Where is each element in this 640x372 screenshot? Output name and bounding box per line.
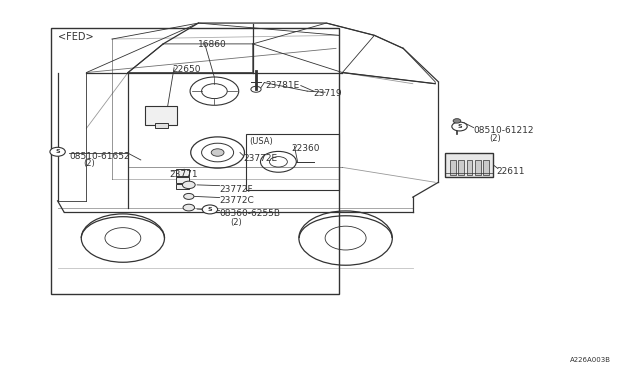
- Bar: [155, 123, 168, 128]
- Text: S: S: [55, 149, 60, 154]
- Bar: [176, 177, 189, 183]
- Bar: [467, 160, 472, 175]
- Text: 23772E: 23772E: [243, 154, 277, 163]
- Text: 23781E: 23781E: [266, 81, 300, 90]
- Circle shape: [50, 147, 65, 156]
- Bar: [475, 160, 481, 175]
- Text: (2): (2): [490, 134, 501, 143]
- Text: 23772C: 23772C: [220, 196, 254, 205]
- Bar: [458, 160, 464, 175]
- Circle shape: [211, 149, 224, 156]
- Text: 23771: 23771: [170, 170, 198, 179]
- Bar: [483, 160, 489, 175]
- Text: (2): (2): [230, 218, 242, 227]
- Text: 16860: 16860: [198, 40, 227, 49]
- Text: (USA): (USA): [250, 137, 273, 146]
- Text: 22650: 22650: [173, 65, 202, 74]
- Bar: [176, 169, 189, 176]
- Circle shape: [184, 193, 194, 199]
- Text: 22360: 22360: [292, 144, 321, 153]
- Bar: [51, 28, 339, 294]
- Circle shape: [182, 181, 195, 189]
- Text: 08360-6255B: 08360-6255B: [220, 209, 280, 218]
- Text: 22611: 22611: [496, 167, 525, 176]
- Bar: [145, 106, 177, 125]
- Circle shape: [183, 204, 195, 211]
- Text: <FED>: <FED>: [58, 32, 93, 42]
- Text: (2): (2): [83, 159, 95, 168]
- Text: S: S: [207, 207, 212, 212]
- Text: 23772F: 23772F: [220, 185, 253, 193]
- Text: 08510-61212: 08510-61212: [474, 126, 534, 135]
- Circle shape: [202, 205, 218, 214]
- Text: A226A003B: A226A003B: [570, 357, 611, 363]
- Circle shape: [452, 122, 467, 131]
- Text: 23719: 23719: [314, 89, 342, 98]
- Bar: [450, 160, 456, 175]
- Text: S: S: [457, 124, 462, 129]
- Bar: [445, 153, 493, 177]
- Circle shape: [453, 119, 461, 123]
- Bar: [176, 184, 189, 189]
- Text: 08510-61652: 08510-61652: [69, 152, 130, 161]
- Bar: [246, 134, 339, 190]
